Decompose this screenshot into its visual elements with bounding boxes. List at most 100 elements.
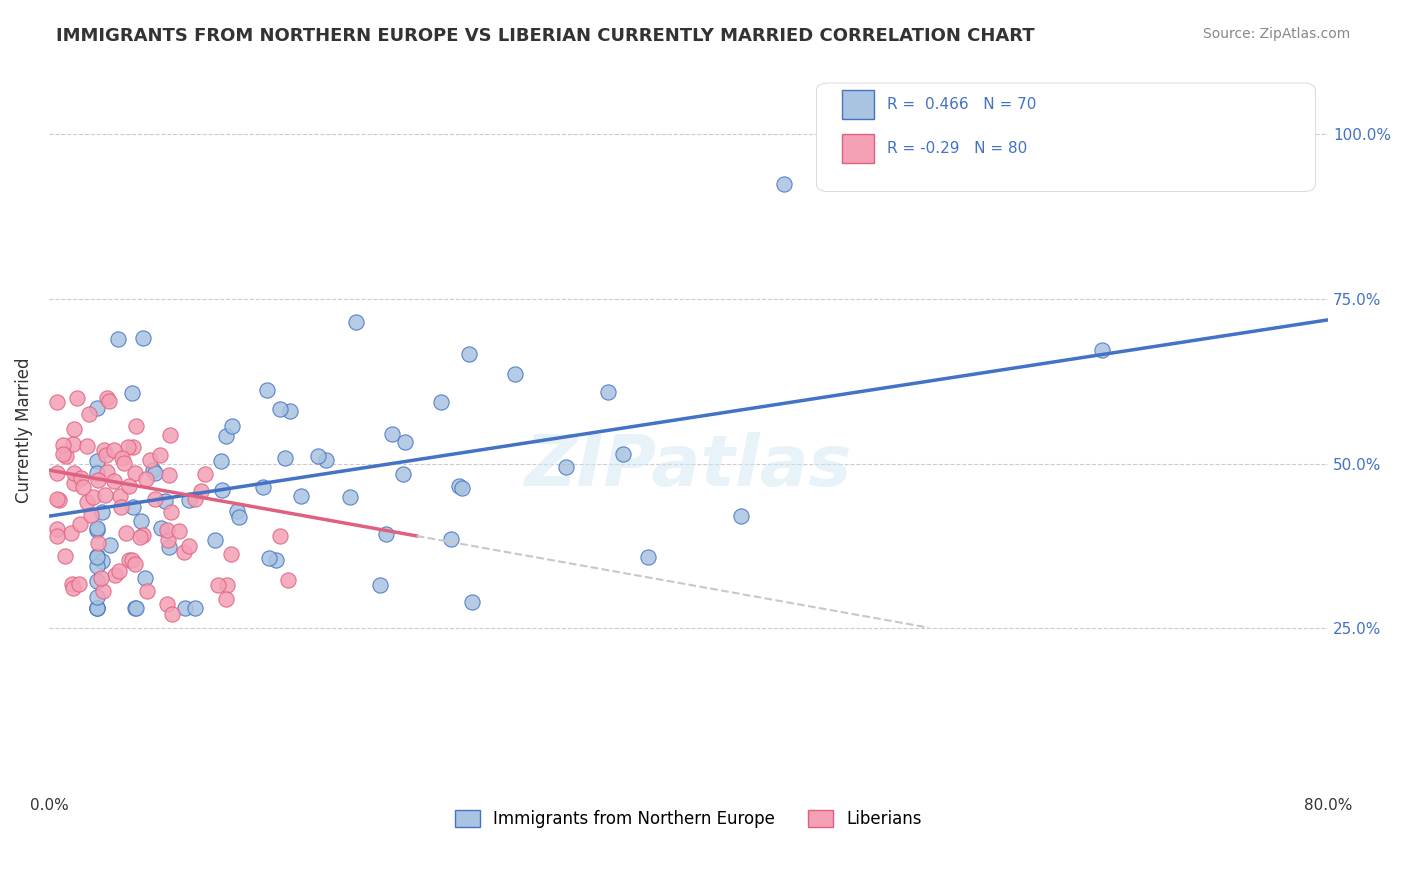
Point xyxy=(59,525,82,540)
Point xyxy=(228,510,250,524)
Point xyxy=(46,466,69,480)
Point xyxy=(90,505,112,519)
Point xyxy=(315,453,337,467)
Point xyxy=(162,607,184,622)
Point xyxy=(392,467,415,481)
Point xyxy=(157,467,180,482)
Point xyxy=(108,489,131,503)
Point xyxy=(124,466,146,480)
Point xyxy=(269,529,291,543)
Point xyxy=(46,491,69,506)
Point xyxy=(307,449,329,463)
Legend: Immigrants from Northern Europe, Liberians: Immigrants from Northern Europe, Liberia… xyxy=(449,804,929,835)
Point xyxy=(93,443,115,458)
Point xyxy=(82,490,104,504)
Point xyxy=(204,533,226,547)
Point xyxy=(115,526,138,541)
Point xyxy=(503,368,526,382)
Point xyxy=(80,508,103,523)
Point xyxy=(139,453,162,467)
Point xyxy=(53,549,76,563)
Point xyxy=(184,601,207,615)
Point xyxy=(221,419,243,434)
Point xyxy=(259,551,281,566)
Point xyxy=(150,521,173,535)
Point xyxy=(86,601,108,615)
Point xyxy=(177,493,200,508)
Point xyxy=(62,437,84,451)
Point xyxy=(86,467,108,481)
Point xyxy=(97,394,120,409)
Point xyxy=(117,440,139,454)
Point xyxy=(69,517,91,532)
Point xyxy=(160,505,183,519)
Point xyxy=(773,177,796,191)
Point xyxy=(129,530,152,544)
Point xyxy=(87,536,110,550)
Point xyxy=(177,539,200,553)
Point xyxy=(143,466,166,480)
Point xyxy=(104,568,127,582)
Point xyxy=(63,422,86,436)
Point xyxy=(278,404,301,418)
Point xyxy=(156,524,179,538)
Point xyxy=(110,500,132,515)
Point xyxy=(90,570,112,584)
Point xyxy=(91,554,114,568)
Point xyxy=(157,540,180,554)
Point xyxy=(86,601,108,615)
Point xyxy=(134,571,156,585)
Point xyxy=(125,601,148,615)
Point xyxy=(269,401,291,416)
Point xyxy=(167,524,190,538)
Point xyxy=(394,435,416,450)
Point xyxy=(86,549,108,563)
Point xyxy=(252,480,274,494)
Point xyxy=(121,385,143,400)
Point xyxy=(211,483,233,498)
Point xyxy=(111,451,134,466)
Point xyxy=(215,578,238,592)
Point xyxy=(155,597,177,611)
Point xyxy=(46,522,69,536)
Point xyxy=(159,427,181,442)
Point xyxy=(730,509,752,524)
Point xyxy=(157,533,180,548)
Point xyxy=(184,492,207,507)
Point xyxy=(55,449,77,463)
Point xyxy=(76,495,98,509)
Point xyxy=(72,480,94,494)
Point xyxy=(93,488,115,502)
Text: R =  0.466   N = 70: R = 0.466 N = 70 xyxy=(887,97,1036,112)
Point xyxy=(277,573,299,587)
Point xyxy=(63,475,86,490)
Point xyxy=(194,467,217,482)
Point xyxy=(132,528,155,542)
Point xyxy=(67,576,90,591)
Point xyxy=(52,447,75,461)
Point xyxy=(190,484,212,499)
Text: Source: ZipAtlas.com: Source: ZipAtlas.com xyxy=(1202,27,1350,41)
Point xyxy=(207,578,229,592)
Point xyxy=(103,442,125,457)
Point xyxy=(62,581,84,595)
Point xyxy=(87,473,110,487)
Point xyxy=(554,459,576,474)
Point xyxy=(290,489,312,503)
Point xyxy=(457,347,479,361)
Bar xyxy=(842,90,875,120)
Point xyxy=(135,473,157,487)
Point xyxy=(215,591,238,606)
Point xyxy=(124,601,146,615)
Point xyxy=(344,315,367,329)
Point xyxy=(86,549,108,564)
Point xyxy=(266,553,288,567)
Bar xyxy=(842,134,875,162)
Point xyxy=(96,466,118,480)
Point xyxy=(450,482,472,496)
Point xyxy=(149,449,172,463)
Point xyxy=(274,450,297,465)
Text: R = -0.29   N = 80: R = -0.29 N = 80 xyxy=(887,141,1026,156)
Point xyxy=(98,538,121,552)
Point xyxy=(86,559,108,574)
